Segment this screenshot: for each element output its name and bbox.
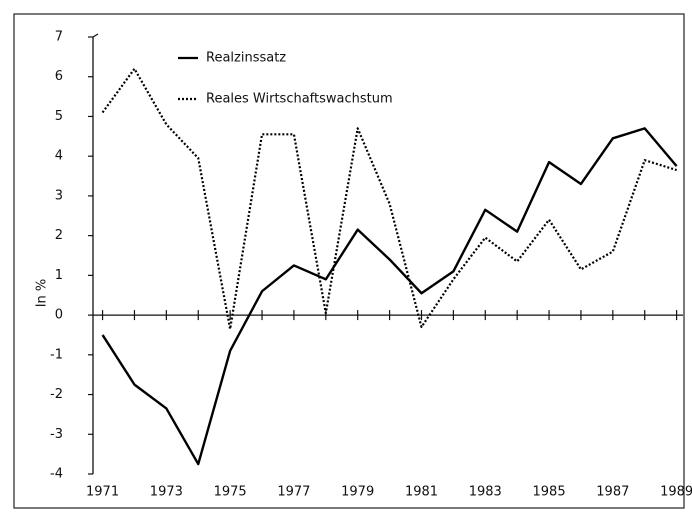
y-tick-label: -3	[50, 427, 63, 442]
y-axis-label: In %	[35, 279, 50, 308]
x-tick-label: 1971	[86, 485, 119, 500]
y-tick-label: 3	[55, 188, 63, 203]
y-tick-label: 1	[55, 268, 63, 283]
x-tick-label: 1977	[277, 485, 310, 500]
y-tick-label: -4	[50, 467, 63, 482]
x-tick-label: 1985	[533, 485, 566, 500]
data-line	[101, 127, 678, 466]
y-tick-label: -1	[50, 347, 63, 362]
legend-label: Reales Wirtschaftswachstum	[206, 92, 393, 107]
x-tick-label: 1973	[150, 485, 183, 500]
x-tick-label: 1989	[660, 485, 692, 500]
y-tick-label: 0	[55, 308, 63, 323]
x-tick-label: 1979	[341, 485, 374, 500]
y-tick-label: -2	[50, 387, 63, 402]
y-tick-label: 5	[55, 109, 63, 124]
x-tick-label: 1975	[214, 485, 247, 500]
y-axis-cap	[92, 33, 99, 38]
y-tick-label: 2	[55, 228, 63, 243]
y-tick-label: 4	[55, 149, 63, 164]
frame	[13, 13, 685, 509]
x-tick-label: 1983	[469, 485, 502, 500]
y-tick-label: 7	[55, 30, 63, 45]
x-tick-label: 1987	[596, 485, 629, 500]
data-line	[101, 67, 677, 331]
y-tick-label: 6	[55, 69, 63, 84]
x-tick-label: 1981	[405, 485, 438, 500]
legend-label: Realzinssatz	[206, 51, 286, 66]
